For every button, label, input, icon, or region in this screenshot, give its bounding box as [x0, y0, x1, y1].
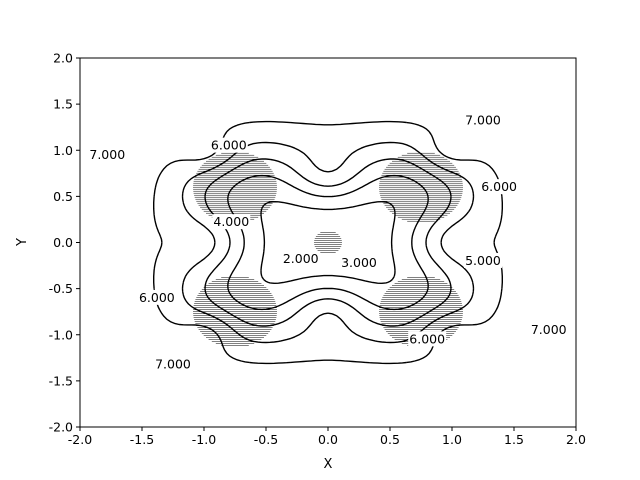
x-tick-label: 2.0: [566, 432, 586, 447]
contour-level-2: [260, 201, 396, 284]
x-tick-label: 1.5: [504, 432, 524, 447]
dense-region-upper-left-lobe: [193, 152, 277, 222]
dense-regions: [193, 152, 463, 346]
y-tick-label: -1.0: [49, 327, 73, 342]
contour-label-bg: [480, 179, 519, 195]
x-tick-label: -1.5: [130, 432, 154, 447]
contour-label: 7.000: [89, 147, 125, 162]
x-tick-label: 0.0: [318, 432, 338, 447]
contour-label: 5.000: [465, 253, 501, 268]
contour-label-bg: [137, 289, 176, 305]
contour-label-bg: [281, 251, 320, 267]
x-tick-label: -2.0: [68, 432, 92, 447]
contour-label: 7.000: [155, 356, 191, 371]
contour-label-bg: [340, 254, 378, 270]
contour-label: 3.000: [341, 255, 377, 270]
contour-label: 6.000: [139, 290, 175, 305]
contour-label: 7.000: [531, 322, 567, 337]
contour-level-6: [153, 120, 503, 365]
contour-label: 6.000: [211, 138, 247, 153]
contour-label-bg: [529, 322, 568, 338]
y-tick-label: 2.0: [53, 51, 73, 66]
dense-region-center: [314, 232, 342, 253]
contour-label-bg: [88, 146, 127, 162]
contour-label: 6.000: [409, 331, 445, 346]
contour-label: 6.000: [481, 179, 517, 194]
contour-label-bg: [212, 214, 251, 230]
x-tick-label: -1.0: [192, 432, 216, 447]
x-tick-label: 0.5: [380, 432, 400, 447]
contour-label: 2.000: [283, 251, 319, 266]
contour-label-bg: [154, 356, 192, 372]
x-axis-label: X: [324, 457, 333, 472]
y-tick-label: -1.5: [49, 373, 73, 388]
contour-label: 7.000: [465, 113, 501, 128]
dense-region-upper-right-lobe: [379, 152, 463, 222]
y-axis-label: Y: [15, 238, 30, 247]
contour-label: 4.000: [213, 214, 249, 229]
y-tick-label: 1.0: [53, 143, 73, 158]
x-tick-label: -0.5: [254, 432, 278, 447]
x-axis-ticks: -2.0 -1.5 -1.0 -0.5 0.0 0.5 1.0 1.5 2.0: [68, 427, 586, 447]
y-tick-label: 1.5: [53, 97, 73, 112]
y-axis-ticks: -2.0 -1.5 -1.0 -0.5 0.0 0.5 1.0 1.5 2.0: [49, 51, 80, 435]
contour-labels: 2.000 3.000 4.000 5.000 6.000 6.000 6.000 6.000…: [88, 112, 568, 372]
dense-region-lower-left-lobe: [193, 277, 277, 346]
contour-label-bg: [209, 137, 248, 153]
y-tick-label: 0.5: [53, 189, 73, 204]
contour-label-bg: [464, 252, 502, 268]
x-tick-label: 1.0: [442, 432, 462, 447]
y-tick-label: -0.5: [49, 281, 73, 296]
contour-label-bg: [408, 331, 447, 347]
contour-label-bg: [464, 112, 502, 128]
y-tick-label: 0.0: [53, 235, 73, 250]
y-tick-label: -2.0: [49, 420, 73, 435]
